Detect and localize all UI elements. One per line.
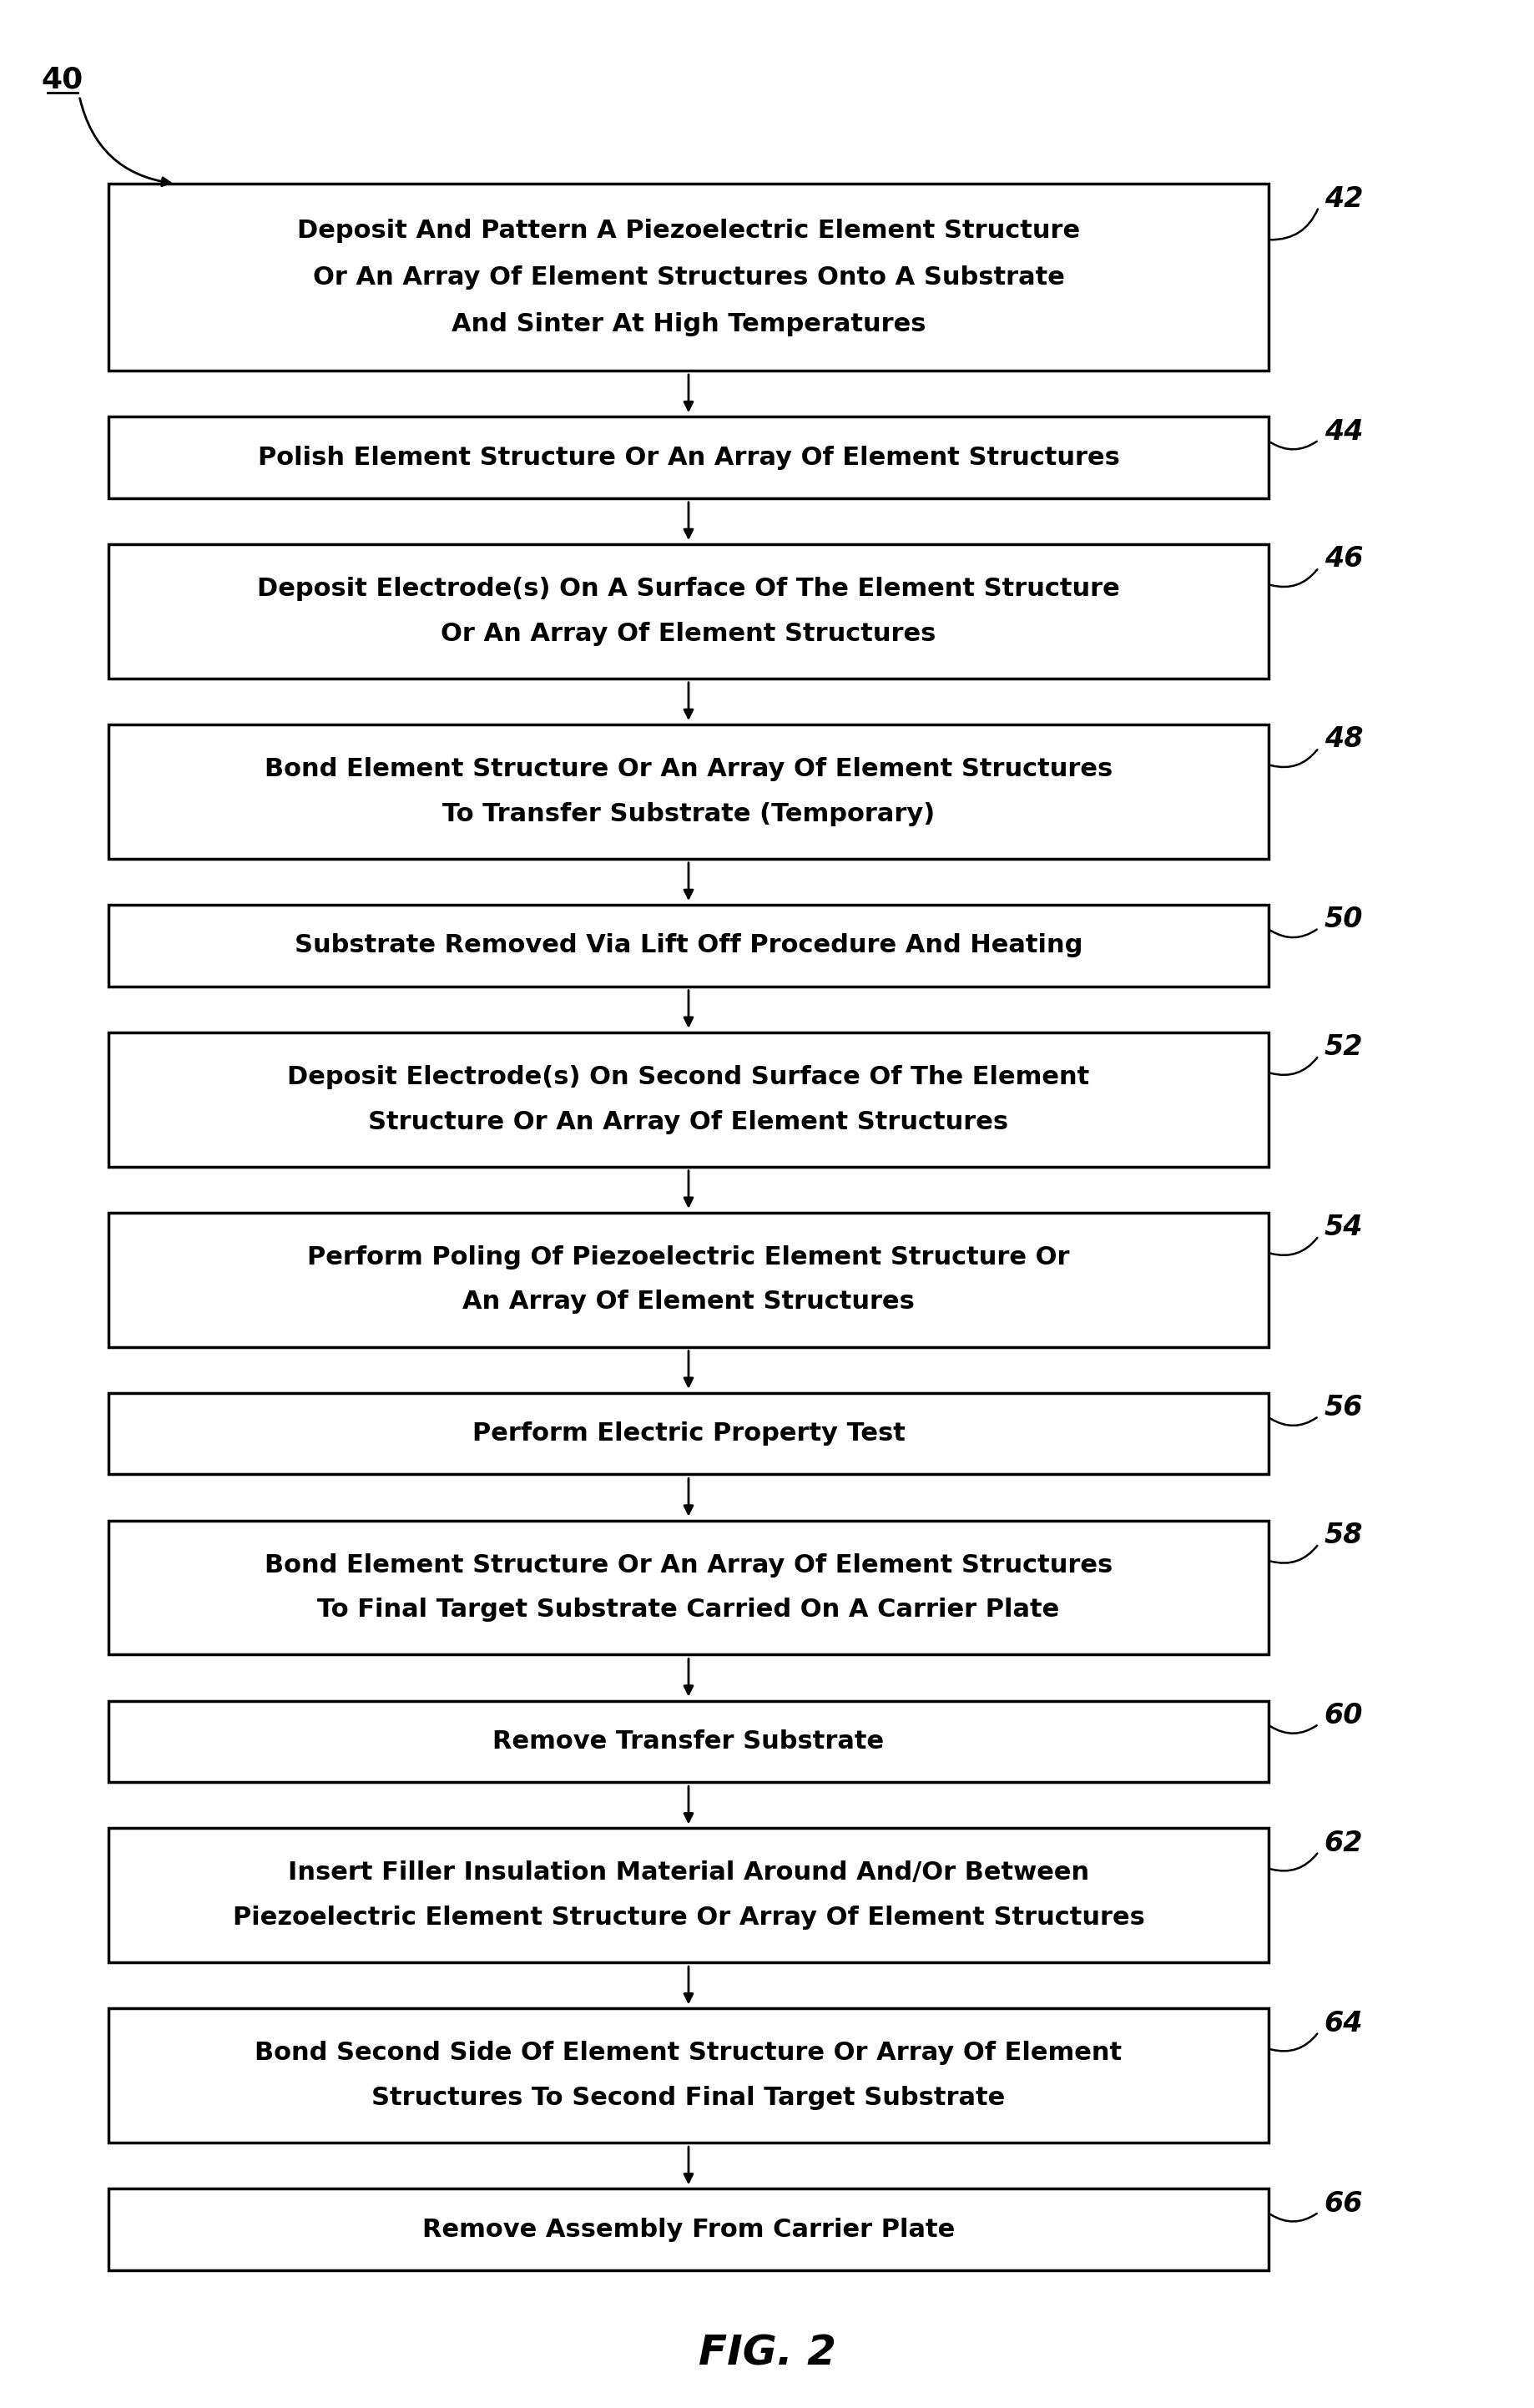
Text: Perform Poling Of Piezoelectric Element Structure Or: Perform Poling Of Piezoelectric Element … <box>307 1245 1069 1269</box>
Bar <box>109 1392 1269 1474</box>
Text: 58: 58 <box>1324 1522 1364 1548</box>
Text: 44: 44 <box>1324 419 1364 445</box>
Text: Piezoelectric Element Structure Or Array Of Element Structures: Piezoelectric Element Structure Or Array… <box>233 1905 1144 1929</box>
Text: 46: 46 <box>1324 547 1364 573</box>
Bar <box>109 905 1269 987</box>
Bar <box>109 725 1269 860</box>
Text: To Final Target Substrate Carried On A Carrier Plate: To Final Target Substrate Carried On A C… <box>318 1599 1060 1623</box>
Text: Or An Array Of Element Structures Onto A Substrate: Or An Array Of Element Structures Onto A… <box>313 265 1065 289</box>
Bar <box>109 1519 1269 1654</box>
Text: Deposit Electrode(s) On Second Surface Of The Element: Deposit Electrode(s) On Second Surface O… <box>287 1064 1089 1088</box>
Bar <box>109 2008 1269 2143</box>
Bar <box>109 183 1269 371</box>
Bar <box>109 2189 1269 2271</box>
Text: 52: 52 <box>1324 1033 1364 1062</box>
Text: Remove Transfer Substrate: Remove Transfer Substrate <box>492 1729 884 1753</box>
Text: 40: 40 <box>41 65 83 94</box>
Text: Substrate Removed Via Lift Off Procedure And Heating: Substrate Removed Via Lift Off Procedure… <box>295 934 1083 958</box>
Bar <box>109 1828 1269 1963</box>
Text: 62: 62 <box>1324 1830 1364 1857</box>
Text: Bond Element Structure Or An Array Of Element Structures: Bond Element Structure Or An Array Of El… <box>264 1553 1112 1577</box>
Text: And Sinter At High Temperatures: And Sinter At High Temperatures <box>451 311 927 337</box>
Text: 60: 60 <box>1324 1702 1364 1729</box>
Text: Perform Electric Property Test: Perform Electric Property Test <box>472 1421 905 1445</box>
Text: Bond Element Structure Or An Array Of Element Structures: Bond Element Structure Or An Array Of El… <box>264 756 1112 780</box>
Text: An Array Of Element Structures: An Array Of Element Structures <box>462 1291 914 1315</box>
Bar <box>109 544 1269 679</box>
Text: Polish Element Structure Or An Array Of Element Structures: Polish Element Structure Or An Array Of … <box>258 445 1120 470</box>
Text: FIG. 2: FIG. 2 <box>698 2333 836 2374</box>
Text: 42: 42 <box>1324 185 1364 212</box>
Text: Bond Second Side Of Element Structure Or Array Of Element: Bond Second Side Of Element Structure Or… <box>255 2042 1123 2066</box>
Bar <box>109 1214 1269 1346</box>
Text: Deposit Electrode(s) On A Surface Of The Element Structure: Deposit Electrode(s) On A Surface Of The… <box>258 578 1120 602</box>
Text: 54: 54 <box>1324 1214 1364 1243</box>
Text: Or An Array Of Element Structures: Or An Array Of Element Structures <box>440 621 936 645</box>
Text: Remove Assembly From Carrier Plate: Remove Assembly From Carrier Plate <box>422 2218 954 2242</box>
Text: To Transfer Substrate (Temporary): To Transfer Substrate (Temporary) <box>442 802 934 826</box>
Text: 66: 66 <box>1324 2189 1364 2218</box>
Bar <box>109 417 1269 498</box>
Bar <box>109 1700 1269 1782</box>
Bar <box>109 1033 1269 1165</box>
Text: Structures To Second Final Target Substrate: Structures To Second Final Target Substr… <box>371 2085 1005 2109</box>
Text: 50: 50 <box>1324 905 1364 934</box>
Text: Deposit And Pattern A Piezoelectric Element Structure: Deposit And Pattern A Piezoelectric Elem… <box>298 219 1080 243</box>
Text: 48: 48 <box>1324 725 1364 754</box>
Text: Structure Or An Array Of Element Structures: Structure Or An Array Of Element Structu… <box>368 1110 1009 1134</box>
Text: Insert Filler Insulation Material Around And/Or Between: Insert Filler Insulation Material Around… <box>288 1861 1089 1885</box>
Text: 64: 64 <box>1324 2011 1364 2037</box>
Text: 56: 56 <box>1324 1394 1364 1421</box>
